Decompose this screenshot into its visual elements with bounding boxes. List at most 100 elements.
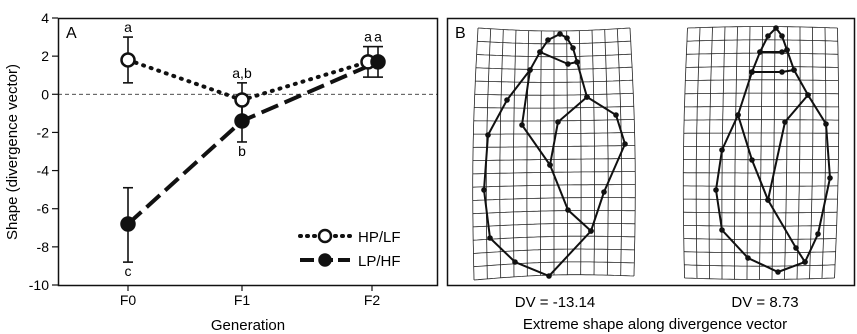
grid-line: [499, 29, 504, 278]
landmark-point: [564, 35, 570, 41]
y-tick-label: 4: [41, 10, 49, 26]
landmark-point: [719, 227, 725, 233]
error-bars: [123, 36, 383, 263]
grid-line: [540, 30, 542, 276]
landmark-point: [574, 59, 580, 65]
grid-line: [578, 30, 582, 275]
landmark-point: [779, 49, 785, 55]
landmark-outline-right: [713, 25, 833, 275]
landmark-point: [481, 187, 487, 193]
landmark-point: [805, 92, 811, 98]
data-points: [120, 52, 386, 232]
landmark-point: [713, 187, 719, 193]
outline-path: [482, 33, 627, 278]
landmark-point: [775, 269, 781, 275]
grid-line: [629, 27, 636, 277]
grid-line: [695, 27, 701, 279]
landmark-point: [555, 119, 561, 125]
landmark-point: [823, 121, 829, 127]
grid-line: [682, 27, 688, 279]
landmark-point: [588, 228, 594, 234]
outline-path: [539, 51, 578, 66]
data-point: [234, 113, 250, 129]
landmark-point: [719, 147, 725, 153]
y-tick-label: -8: [37, 239, 50, 255]
grid-line: [591, 30, 595, 275]
panel-b-frame: [446, 17, 856, 287]
significance-letter: a: [364, 29, 372, 45]
y-tick-label: 2: [41, 48, 49, 64]
outline-path: [752, 69, 795, 73]
landmark-point: [815, 231, 821, 237]
data-point: [234, 92, 250, 108]
legend-marker-filled-circle: [318, 253, 332, 267]
x-axis-label: Generation: [211, 317, 285, 334]
landmark-point: [584, 94, 590, 100]
landmark-point: [802, 259, 808, 265]
grid-line: [473, 274, 635, 281]
landmark-point: [519, 122, 525, 128]
landmark-point: [784, 47, 790, 53]
landmark-point: [773, 25, 779, 31]
landmark-point: [537, 49, 543, 55]
y-tick-label: -10: [29, 277, 49, 293]
dv-label-right: DV = 8.73: [731, 294, 798, 311]
legend-entry-hp-lf: HP/LF: [298, 228, 401, 246]
grid-line: [513, 30, 517, 277]
landmark-point: [512, 259, 518, 265]
y-ticks: 4 2 0 -2 -4 -6 -8 -10: [29, 10, 58, 293]
grid-line: [821, 27, 827, 279]
legend-marker-open-circle: [317, 228, 333, 244]
data-point: [370, 54, 386, 70]
significance-letter: c: [125, 263, 132, 279]
grid-line: [734, 26, 738, 280]
landmark-point: [757, 49, 763, 55]
landmark-point: [793, 245, 799, 251]
grid-line: [477, 27, 631, 32]
legend-label: LP/HF: [358, 253, 401, 270]
landmark-point: [527, 67, 533, 73]
panel-b-label: B: [455, 25, 466, 42]
landmark-point: [791, 67, 797, 73]
y-tick-label: -4: [37, 163, 50, 179]
grid-line: [708, 27, 713, 279]
deformation-grid-right: [682, 26, 840, 280]
x-tick-label: F0: [120, 292, 137, 308]
landmark-point: [779, 33, 785, 39]
landmark-point: [745, 255, 751, 261]
grid-line: [834, 27, 840, 279]
landmark-point: [487, 235, 493, 241]
landmark-point: [545, 37, 551, 43]
x-ticks: F0 F1 F2: [120, 285, 380, 308]
series-line-lp-hf: [126, 60, 379, 226]
landmark-outline-left: [481, 31, 628, 279]
landmark-point: [749, 157, 755, 163]
landmark-point: [485, 132, 491, 138]
significance-letter: a,b: [232, 65, 252, 81]
landmark-point: [765, 197, 771, 203]
landmark-point: [613, 112, 619, 118]
grid-line: [746, 26, 751, 280]
significance-letter: a: [374, 29, 382, 45]
significance-letter: b: [238, 143, 246, 159]
landmark-point: [570, 45, 576, 51]
landmark-point: [547, 162, 553, 168]
landmark-point: [782, 119, 788, 125]
y-axis-label: Shape (divergence vector): [4, 64, 21, 240]
significance-letter: a: [124, 19, 132, 35]
panel-a-frame: [57, 17, 439, 287]
data-point: [120, 52, 136, 68]
grid-line: [759, 26, 763, 280]
landmark-point: [622, 141, 628, 147]
legend: HP/LF LP/HF: [298, 228, 401, 270]
deformation-grid-left: [472, 27, 636, 281]
landmark-point: [749, 69, 755, 75]
grid-line: [472, 27, 479, 281]
landmark-point: [827, 175, 833, 181]
landmark-point: [779, 69, 785, 75]
grid-line: [526, 30, 530, 277]
y-tick-label: 0: [41, 86, 49, 102]
legend-label: HP/LF: [358, 229, 401, 246]
grid-line: [771, 26, 776, 280]
